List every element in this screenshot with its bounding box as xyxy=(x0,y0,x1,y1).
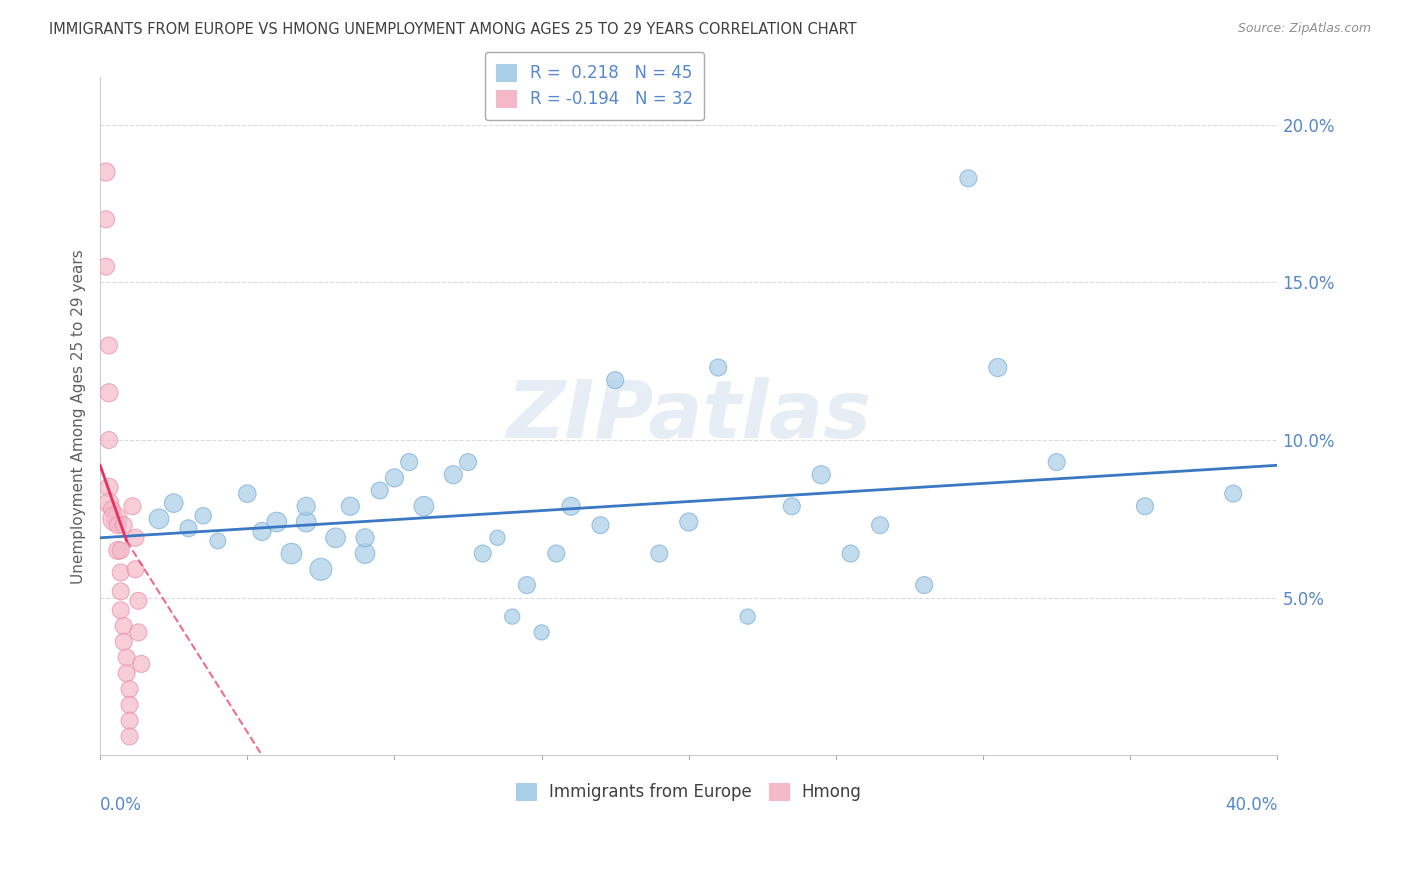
Point xyxy=(1046,455,1069,469)
Point xyxy=(605,373,627,387)
Point xyxy=(546,547,568,561)
Point xyxy=(398,455,420,469)
Point xyxy=(94,165,117,179)
Point xyxy=(441,467,464,482)
Point xyxy=(780,500,803,514)
Point xyxy=(810,467,832,482)
Point xyxy=(737,609,759,624)
Point xyxy=(280,547,302,561)
Point xyxy=(250,524,273,539)
Point xyxy=(115,650,138,665)
Point xyxy=(1133,500,1156,514)
Point xyxy=(309,562,332,576)
Point xyxy=(121,500,143,514)
Point xyxy=(124,531,146,545)
Point xyxy=(368,483,391,498)
Point xyxy=(516,578,538,592)
Point xyxy=(912,578,935,592)
Point xyxy=(987,360,1010,375)
Point xyxy=(148,512,170,526)
Point xyxy=(94,212,117,227)
Point xyxy=(1222,486,1244,500)
Point xyxy=(94,260,117,274)
Point xyxy=(457,455,479,469)
Point xyxy=(110,603,132,617)
Point xyxy=(110,543,132,558)
Point xyxy=(104,512,127,526)
Point xyxy=(127,594,149,608)
Point xyxy=(412,500,434,514)
Point xyxy=(163,496,186,510)
Point xyxy=(118,682,141,697)
Point xyxy=(118,730,141,744)
Legend: Immigrants from Europe, Hmong: Immigrants from Europe, Hmong xyxy=(509,777,869,808)
Point xyxy=(191,508,214,523)
Point xyxy=(107,543,129,558)
Point xyxy=(707,360,730,375)
Point xyxy=(97,480,120,494)
Point xyxy=(530,625,553,640)
Point xyxy=(97,385,120,400)
Point xyxy=(869,518,891,533)
Point xyxy=(295,500,318,514)
Point xyxy=(124,562,146,576)
Point xyxy=(115,666,138,681)
Point xyxy=(110,584,132,599)
Point xyxy=(97,433,120,447)
Point xyxy=(295,515,318,529)
Point xyxy=(112,518,135,533)
Text: 0.0%: 0.0% xyxy=(100,796,142,814)
Point xyxy=(486,531,509,545)
Point xyxy=(118,714,141,728)
Point xyxy=(589,518,612,533)
Point xyxy=(236,486,259,500)
Point xyxy=(339,500,361,514)
Point xyxy=(112,619,135,633)
Point xyxy=(207,533,229,548)
Point xyxy=(110,566,132,580)
Point xyxy=(501,609,523,624)
Y-axis label: Unemployment Among Ages 25 to 29 years: Unemployment Among Ages 25 to 29 years xyxy=(72,249,86,583)
Point xyxy=(177,521,200,535)
Point xyxy=(127,625,149,640)
Point xyxy=(354,547,377,561)
Point xyxy=(839,547,862,561)
Point xyxy=(104,512,127,526)
Point xyxy=(118,698,141,712)
Point xyxy=(112,635,135,649)
Point xyxy=(325,531,347,545)
Text: IMMIGRANTS FROM EUROPE VS HMONG UNEMPLOYMENT AMONG AGES 25 TO 29 YEARS CORRELATI: IMMIGRANTS FROM EUROPE VS HMONG UNEMPLOY… xyxy=(49,22,856,37)
Point xyxy=(107,518,129,533)
Point xyxy=(678,515,700,529)
Point xyxy=(648,547,671,561)
Point xyxy=(560,500,582,514)
Point xyxy=(97,338,120,352)
Point xyxy=(384,471,406,485)
Point xyxy=(471,547,494,561)
Point xyxy=(957,171,980,186)
Text: ZIPatlas: ZIPatlas xyxy=(506,377,872,456)
Point xyxy=(266,515,288,529)
Point xyxy=(97,496,120,510)
Point xyxy=(101,502,124,516)
Point xyxy=(131,657,153,671)
Point xyxy=(354,531,377,545)
Text: Source: ZipAtlas.com: Source: ZipAtlas.com xyxy=(1237,22,1371,36)
Text: 40.0%: 40.0% xyxy=(1225,796,1278,814)
